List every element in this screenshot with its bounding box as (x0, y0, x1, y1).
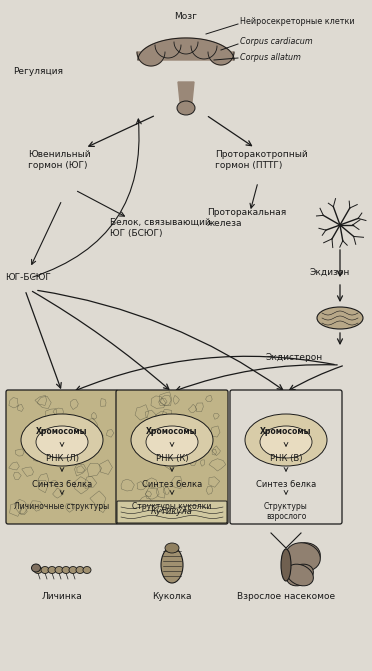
Text: Хромосомы: Хромосомы (146, 427, 198, 437)
Text: Мозг: Мозг (174, 12, 198, 21)
Text: Регуляция: Регуляция (13, 68, 63, 76)
Ellipse shape (69, 566, 77, 574)
Text: РНК (В): РНК (В) (270, 454, 302, 462)
Text: Экдистерон: Экдистерон (265, 352, 322, 362)
Text: Личиночные структуры: Личиночные структуры (15, 502, 110, 511)
Ellipse shape (281, 549, 291, 581)
FancyArrowPatch shape (33, 119, 141, 277)
Ellipse shape (36, 426, 88, 458)
Polygon shape (174, 42, 198, 54)
Text: Взрослое насекомое: Взрослое насекомое (237, 592, 335, 601)
FancyBboxPatch shape (116, 390, 228, 524)
Ellipse shape (131, 414, 213, 466)
Ellipse shape (76, 566, 84, 574)
Text: Белок, связывающий
ЮГ (БСЮГ): Белок, связывающий ЮГ (БСЮГ) (110, 218, 211, 238)
Text: Хромосомы: Хромосомы (36, 427, 88, 437)
FancyBboxPatch shape (230, 390, 342, 524)
Ellipse shape (286, 543, 320, 571)
Text: Синтез белка: Синтез белка (256, 480, 316, 489)
Polygon shape (138, 38, 234, 60)
Text: Кутикула: Кутикула (151, 507, 193, 517)
Text: Синтез белка: Синтез белка (142, 480, 202, 489)
Ellipse shape (83, 566, 91, 574)
Ellipse shape (260, 426, 312, 458)
Ellipse shape (21, 414, 103, 466)
Ellipse shape (146, 426, 198, 458)
Text: Хромосомы: Хромосомы (260, 427, 312, 437)
Polygon shape (137, 52, 165, 66)
Ellipse shape (286, 543, 320, 571)
Ellipse shape (165, 543, 179, 553)
Text: РНК (Л): РНК (Л) (45, 454, 78, 462)
Text: Структуры
взрослого: Структуры взрослого (264, 502, 308, 521)
Polygon shape (208, 52, 234, 65)
Text: ЮГ-БСЮГ: ЮГ-БСЮГ (5, 274, 51, 282)
Text: Проторакальная
железа: Проторакальная железа (207, 208, 286, 228)
Text: Corpus cardiacum: Corpus cardiacum (240, 38, 312, 46)
Ellipse shape (34, 566, 42, 574)
FancyBboxPatch shape (117, 501, 227, 523)
Text: Проторакотропный
гормон (ПТТГ): Проторакотропный гормон (ПТТГ) (215, 150, 308, 170)
Ellipse shape (62, 566, 70, 574)
Ellipse shape (161, 547, 183, 583)
Ellipse shape (48, 566, 56, 574)
Polygon shape (191, 46, 217, 59)
Ellipse shape (287, 564, 313, 586)
Text: Нейросекреторные клетки: Нейросекреторные клетки (240, 17, 355, 26)
Ellipse shape (287, 564, 313, 586)
Ellipse shape (245, 414, 327, 466)
Text: Структуры куколки: Структуры куколки (132, 502, 212, 511)
Text: Экдизон: Экдизон (310, 268, 350, 276)
Text: Синтез белка: Синтез белка (32, 480, 92, 489)
Text: Corpus allatum: Corpus allatum (240, 54, 301, 62)
Ellipse shape (317, 307, 363, 329)
Ellipse shape (177, 101, 195, 115)
FancyBboxPatch shape (6, 390, 118, 524)
Text: Личинка: Личинка (42, 592, 82, 601)
Text: Куколка: Куколка (152, 592, 192, 601)
Ellipse shape (32, 564, 41, 572)
Ellipse shape (55, 566, 63, 574)
Text: Ювенильный
гормон (ЮГ): Ювенильный гормон (ЮГ) (28, 150, 91, 170)
Text: РНК (К): РНК (К) (156, 454, 188, 462)
Polygon shape (178, 82, 194, 102)
Polygon shape (155, 45, 181, 58)
Ellipse shape (41, 566, 49, 574)
